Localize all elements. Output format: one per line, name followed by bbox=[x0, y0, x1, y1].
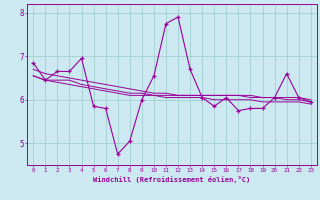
X-axis label: Windchill (Refroidissement éolien,°C): Windchill (Refroidissement éolien,°C) bbox=[93, 176, 251, 183]
